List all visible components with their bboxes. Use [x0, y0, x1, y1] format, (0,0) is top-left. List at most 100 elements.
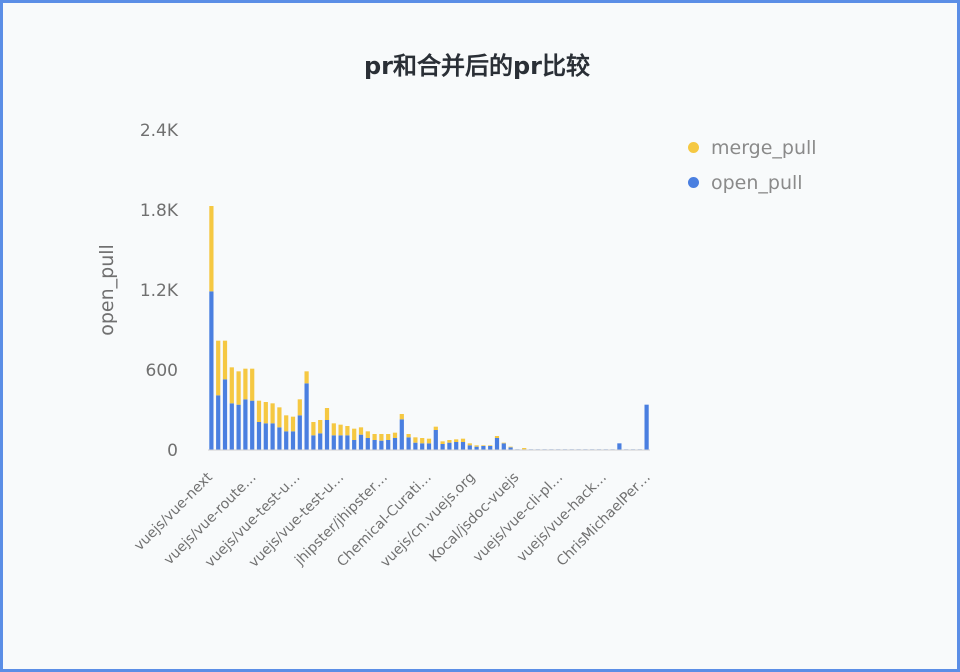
bar-merge-pull[interactable]: [440, 441, 445, 444]
bar-open-pull[interactable]: [297, 415, 302, 450]
bar-merge-pull[interactable]: [284, 415, 289, 432]
bar-merge-pull[interactable]: [433, 426, 438, 430]
bar-open-pull[interactable]: [229, 403, 234, 450]
bar-open-pull[interactable]: [372, 440, 377, 450]
bar-merge-pull[interactable]: [406, 434, 411, 438]
bar-merge-pull[interactable]: [263, 402, 268, 424]
bar-open-pull[interactable]: [488, 446, 493, 450]
bar-open-pull[interactable]: [209, 291, 214, 450]
bar-open-pull[interactable]: [467, 445, 472, 450]
bar-merge-pull[interactable]: [297, 399, 302, 416]
bar-merge-pull[interactable]: [522, 448, 527, 450]
bar-open-pull[interactable]: [447, 442, 452, 450]
bar-open-pull[interactable]: [420, 443, 425, 450]
bar-merge-pull[interactable]: [256, 400, 262, 422]
bar-open-pull[interactable]: [270, 423, 275, 450]
bar-open-pull[interactable]: [501, 443, 506, 450]
bar-open-pull[interactable]: [216, 395, 221, 450]
bar-merge-pull[interactable]: [392, 432, 398, 438]
bar-merge-pull[interactable]: [494, 436, 500, 438]
bar-merge-pull[interactable]: [318, 420, 323, 434]
legend-item-merge-pull[interactable]: merge_pull: [688, 130, 817, 165]
bar-open-pull[interactable]: [392, 438, 398, 450]
y-tick-label: 600: [146, 361, 178, 381]
bar-merge-pull[interactable]: [324, 408, 330, 420]
bar-merge-pull[interactable]: [209, 206, 214, 292]
bar-open-pull[interactable]: [494, 438, 500, 450]
bar-merge-pull[interactable]: [304, 371, 309, 384]
bar-open-pull[interactable]: [345, 435, 350, 450]
bar-open-pull[interactable]: [284, 431, 289, 450]
bar-open-pull[interactable]: [386, 440, 391, 450]
bar-merge-pull[interactable]: [216, 340, 221, 396]
bar-merge-pull[interactable]: [236, 371, 241, 405]
bar-merge-pull[interactable]: [460, 438, 466, 442]
bar-merge-pull[interactable]: [508, 446, 513, 448]
legend-dot-icon: [688, 142, 699, 153]
bar-open-pull[interactable]: [290, 431, 296, 450]
bar-open-pull[interactable]: [617, 443, 622, 450]
bar-open-pull[interactable]: [454, 442, 459, 450]
bar-open-pull[interactable]: [644, 404, 649, 450]
bar-open-pull[interactable]: [474, 446, 479, 450]
bar-merge-pull[interactable]: [338, 424, 343, 436]
bar-open-pull[interactable]: [358, 434, 364, 450]
bar-open-pull[interactable]: [318, 433, 323, 450]
bar-merge-pull[interactable]: [311, 422, 316, 436]
bar-merge-pull[interactable]: [270, 403, 275, 424]
bar-merge-pull[interactable]: [501, 442, 506, 444]
bar-merge-pull[interactable]: [399, 414, 404, 420]
bar-merge-pull[interactable]: [290, 416, 296, 432]
bar-merge-pull[interactable]: [426, 438, 432, 444]
legend-label: open_pull: [711, 171, 803, 194]
bar-open-pull[interactable]: [399, 419, 404, 450]
bar-open-pull[interactable]: [324, 420, 330, 450]
bar-open-pull[interactable]: [311, 435, 316, 450]
bar-merge-pull[interactable]: [447, 440, 452, 443]
bar-open-pull[interactable]: [277, 427, 282, 450]
bar-merge-pull[interactable]: [358, 427, 364, 435]
bar-open-pull[interactable]: [222, 379, 228, 450]
bar-merge-pull[interactable]: [222, 340, 228, 380]
bar-open-pull[interactable]: [433, 430, 438, 450]
bar-open-pull[interactable]: [250, 400, 255, 450]
bar-merge-pull[interactable]: [454, 439, 459, 442]
bar-merge-pull[interactable]: [365, 431, 370, 438]
bar-merge-pull[interactable]: [467, 443, 472, 446]
bar-merge-pull[interactable]: [229, 367, 234, 404]
bar-open-pull[interactable]: [365, 438, 370, 450]
bar-merge-pull[interactable]: [277, 407, 282, 428]
bar-open-pull[interactable]: [243, 399, 248, 450]
bar-open-pull[interactable]: [508, 447, 513, 450]
bar-merge-pull[interactable]: [488, 445, 493, 446]
bar-open-pull[interactable]: [304, 383, 309, 450]
bar-open-pull[interactable]: [426, 443, 432, 450]
bar-merge-pull[interactable]: [250, 368, 255, 401]
legend-item-open-pull[interactable]: open_pull: [688, 165, 817, 200]
y-axis-title: open_pull: [96, 244, 118, 336]
bar-merge-pull[interactable]: [386, 434, 391, 440]
bar-open-pull[interactable]: [440, 444, 445, 450]
bar-open-pull[interactable]: [236, 404, 241, 450]
bar-open-pull[interactable]: [460, 442, 466, 450]
bar-open-pull[interactable]: [379, 440, 384, 450]
bar-open-pull[interactable]: [331, 435, 336, 450]
bar-merge-pull[interactable]: [481, 445, 486, 446]
y-tick-label: 1.2K: [140, 281, 179, 301]
bar-merge-pull[interactable]: [474, 445, 479, 447]
bar-merge-pull[interactable]: [352, 428, 357, 440]
bar-open-pull[interactable]: [413, 442, 418, 450]
bar-open-pull[interactable]: [256, 422, 262, 450]
bar-merge-pull[interactable]: [243, 368, 248, 400]
bar-merge-pull[interactable]: [379, 434, 384, 441]
bar-open-pull[interactable]: [481, 446, 486, 450]
bar-merge-pull[interactable]: [345, 426, 350, 436]
bar-open-pull[interactable]: [263, 423, 268, 450]
bar-open-pull[interactable]: [406, 437, 411, 450]
bar-open-pull[interactable]: [352, 440, 357, 450]
bar-merge-pull[interactable]: [331, 423, 336, 436]
bar-merge-pull[interactable]: [372, 434, 377, 440]
bar-merge-pull[interactable]: [413, 437, 418, 443]
bar-merge-pull[interactable]: [420, 438, 425, 444]
bar-open-pull[interactable]: [338, 435, 343, 450]
